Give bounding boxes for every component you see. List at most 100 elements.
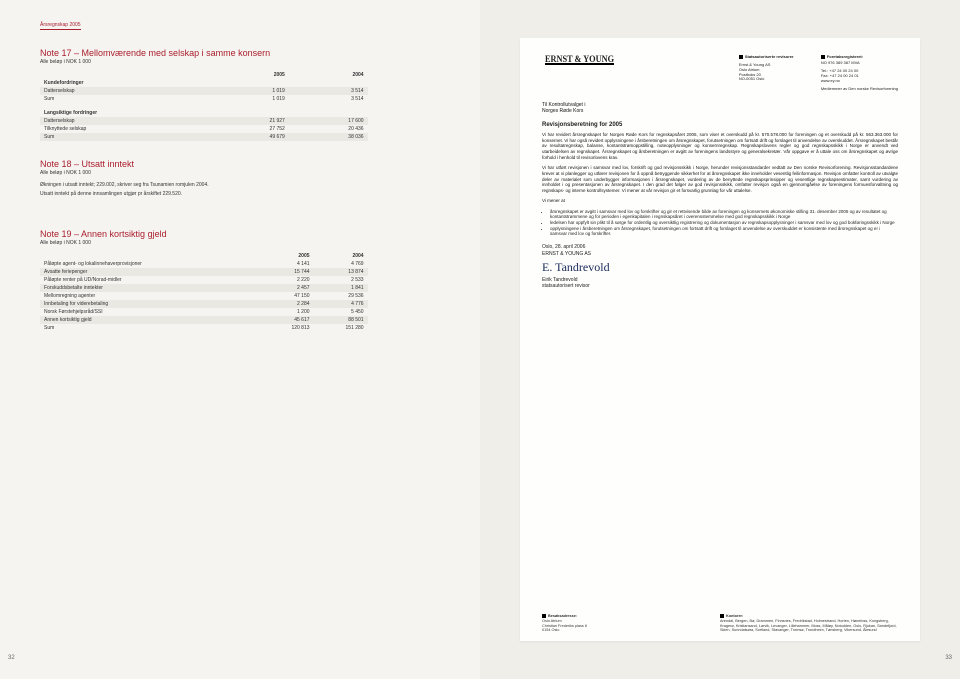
section-head: Kundefordringer (40, 79, 368, 87)
breadcrumb: Årsregnskap 2005 (40, 22, 81, 30)
row-label: Sum (40, 133, 210, 141)
note-para: Økningen i utsatt inntekt; 229.002, skri… (40, 182, 460, 189)
meta-col: Statsautoriserte revisorer Ernst & Young… (739, 54, 811, 92)
cell: 45 617 (259, 316, 313, 324)
cell: 3 514 (289, 95, 368, 103)
report-para: Vi har utført revisjonen i samsvar med l… (542, 165, 898, 193)
cell: 2 220 (259, 276, 313, 284)
audit-letter: ERNST & YOUNG Statsautoriserte revisorer… (520, 38, 920, 641)
cell: 88 501 (314, 316, 368, 324)
col-head: 2004 (314, 252, 368, 260)
note-17: Note 17 – Mellomværende med selskap i sa… (40, 48, 460, 141)
cell: 2 284 (259, 300, 313, 308)
cell: 27 752 (210, 125, 289, 133)
header-meta: Statsautoriserte revisorer Ernst & Young… (739, 54, 898, 92)
visiting-address: Oslo Atrium Christian Frederiks plass 6 … (542, 619, 720, 633)
sig-firm: ERNST & YOUNG AS (542, 251, 898, 258)
row-label: Påløpte agent- og lokalinnehaverprovisjo… (40, 260, 259, 268)
row-label: Sum (40, 324, 259, 332)
note-subtitle: Alle beløp i NOK 1 000 (40, 240, 460, 246)
bullet-icon (542, 614, 546, 618)
row-label: Påløpte renter på UD/Norad-midler (40, 276, 259, 284)
cell: 2 457 (259, 284, 313, 292)
list-item: opplysningene i årsberetningen om årsreg… (550, 226, 898, 236)
note-para: Utsatt inntekt på denne innsamlingen utg… (40, 191, 460, 198)
row-label: Mellomregning agenter (40, 292, 259, 300)
page-spread: Årsregnskap 2005 Note 17 – Mellomværende… (0, 0, 960, 679)
col-head: 2005 (210, 71, 289, 79)
list-item: ledelsen har oppfylt sin plikt til å sør… (550, 220, 898, 225)
note17-table: 20052004 Kundefordringer Datterselskap1 … (40, 71, 368, 141)
addressee: Til Kontrollutvalget i Norges Røde Kors (542, 102, 898, 114)
signature-script: E. Tandrevold (542, 260, 898, 276)
row-label: Sum (40, 95, 210, 103)
cell: 13 874 (314, 268, 368, 276)
note-19: Note 19 – Annen kortsiktig gjeld Alle be… (40, 229, 460, 332)
footer-head: Kontorer: (726, 614, 743, 618)
firm-address: Ernst & Young AS Oslo Atrium Postboks 20… (739, 63, 811, 82)
col-head: 2004 (289, 71, 368, 79)
row-label: Innbetaling for viderebetaling (40, 300, 259, 308)
bullet-icon (821, 55, 825, 59)
footer-col: Besøksadresse: Oslo Atrium Christian Fre… (542, 614, 720, 633)
footer-col: Kontorer: Arendal, Bergen, Bø, Drammen, … (720, 614, 898, 633)
note-title: Note 17 – Mellomværende med selskap i sa… (40, 48, 460, 58)
row-label: Datterselskap (40, 87, 210, 95)
membership: Medlemmer av Den norske Revisorforening (821, 87, 898, 92)
report-para: Vi har revidert årsregnskapet for Norges… (542, 132, 898, 160)
cell: 1 019 (210, 95, 289, 103)
cell: 15 744 (259, 268, 313, 276)
logo-text: ERNST & YOUNG (545, 55, 614, 65)
opinion-list: årsregnskapet er avgitt i samsvar med lo… (542, 209, 898, 236)
meta-col: Foretaksregisteret: NO 976 389 387 MVA T… (821, 54, 898, 92)
cell: 29 536 (314, 292, 368, 300)
note-title: Note 19 – Annen kortsiktig gjeld (40, 229, 460, 239)
page-right: ERNST & YOUNG Statsautoriserte revisorer… (480, 0, 960, 679)
list-item: årsregnskapet er avgitt i samsvar med lo… (550, 209, 898, 219)
reg-number: NO 976 389 387 MVA (821, 60, 898, 65)
section-head: Langsiktige fordringer (40, 109, 368, 117)
letter-header: ERNST & YOUNG Statsautoriserte revisorer… (542, 54, 898, 92)
cell: 21 927 (210, 117, 289, 125)
page-number: 32 (8, 655, 15, 661)
row-label: Tilknyttede selskap (40, 125, 210, 133)
contact-info: Tel.: +47 24 00 24 00 Fax: +47 24 00 24 … (821, 69, 898, 83)
cell: 120 813 (259, 324, 313, 332)
row-label: Annen kortsiktig gjeld (40, 316, 259, 324)
row-label: Forskuddsbetalte inntekter (40, 284, 259, 292)
cell: 4 769 (314, 260, 368, 268)
cell: 38 036 (289, 133, 368, 141)
cell: 3 514 (289, 87, 368, 95)
page-number: 33 (945, 655, 952, 661)
row-label: Norsk Førstehjelpsråd/SSI (40, 308, 259, 316)
cell: 20 436 (289, 125, 368, 133)
office-list: Arendal, Bergen, Bø, Drammen, Finnsnes, … (720, 619, 898, 633)
report-para: Vi mener at (542, 198, 898, 204)
page-left: Årsregnskap 2005 Note 17 – Mellomværende… (0, 0, 480, 679)
note-title: Note 18 – Utsatt inntekt (40, 159, 460, 169)
bullet-icon (739, 55, 743, 59)
cell: 1 841 (314, 284, 368, 292)
cell: 4 776 (314, 300, 368, 308)
note-subtitle: Alle beløp i NOK 1 000 (40, 170, 460, 176)
cell: 47 150 (259, 292, 313, 300)
cell: 49 679 (210, 133, 289, 141)
bullet-icon (720, 614, 724, 618)
note-18: Note 18 – Utsatt inntekt Alle beløp i NO… (40, 159, 460, 197)
cell: 1 200 (259, 308, 313, 316)
col-head: 2005 (259, 252, 313, 260)
cell: 1 019 (210, 87, 289, 95)
report-title: Revisjonsberetning for 2005 (542, 122, 898, 128)
letter-footer: Besøksadresse: Oslo Atrium Christian Fre… (542, 614, 898, 633)
cell: 5 450 (314, 308, 368, 316)
note19-table: 20052004 Påløpte agent- og lokalinnehave… (40, 252, 368, 332)
cell: 151 280 (314, 324, 368, 332)
note-subtitle: Alle beløp i NOK 1 000 (40, 59, 460, 65)
meta-head: Statsautoriserte revisorer (745, 54, 794, 59)
cell: 17 600 (289, 117, 368, 125)
signature-block: Oslo, 28. april 2006 ERNST & YOUNG AS E.… (542, 244, 898, 290)
sig-role: statsautorisert revisor (542, 283, 898, 290)
row-label: Avsatte feriepenger (40, 268, 259, 276)
ey-logo: ERNST & YOUNG (545, 54, 614, 65)
cell: 4 141 (259, 260, 313, 268)
